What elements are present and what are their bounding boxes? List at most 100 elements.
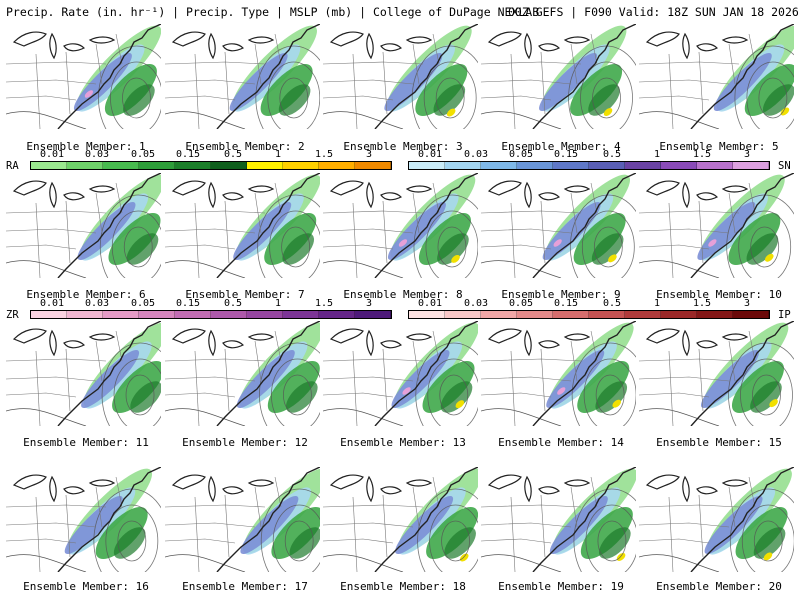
- member-label-9: Ensemble Member: 9: [501, 288, 621, 301]
- member-panel-15: [639, 321, 794, 426]
- member-map-15: [639, 321, 794, 426]
- member-panel-10: [639, 173, 794, 278]
- member-map-13: [323, 321, 478, 426]
- member-label-17: Ensemble Member: 17: [182, 580, 308, 593]
- rain-legend: RA 0.01 0.03 0.05 0.15 0.5 1 1.5 3: [0, 149, 400, 173]
- rain-swatch: [283, 162, 319, 169]
- member-map-2: [165, 24, 320, 129]
- rain-swatch: [211, 162, 247, 169]
- member-label-15: Ensemble Member: 15: [656, 436, 782, 449]
- snow-tick: 3: [743, 149, 751, 160]
- rain-tick: 3: [365, 149, 373, 160]
- ip-swatch: [445, 311, 481, 318]
- ip-legend-label: IP: [778, 309, 791, 321]
- member-label-6: Ensemble Member: 6: [26, 288, 146, 301]
- ip-swatch: [409, 311, 445, 318]
- zr-swatch: [283, 311, 319, 318]
- zr-tick: 0.5: [223, 298, 243, 309]
- zr-tick: 0.05: [130, 298, 156, 309]
- snow-tick: 0.01: [417, 149, 443, 160]
- rain-tick: 0.5: [223, 149, 243, 160]
- freezing-rain-legend: ZR 0.01 0.03 0.05 0.15 0.5 1 1.5 3: [0, 298, 400, 322]
- ip-swatch: [661, 311, 697, 318]
- zr-swatch: [247, 311, 283, 318]
- snow-swatch: [445, 162, 481, 169]
- member-label-11: Ensemble Member: 11: [23, 436, 149, 449]
- member-label-10: Ensemble Member: 10: [656, 288, 782, 301]
- ip-swatch: [625, 311, 661, 318]
- member-panel-4: [481, 24, 636, 129]
- member-label-16: Ensemble Member: 16: [23, 580, 149, 593]
- rain-swatch: [175, 162, 211, 169]
- ip-tick: 0.05: [508, 298, 534, 309]
- member-label-18: Ensemble Member: 18: [340, 580, 466, 593]
- snow-swatch: [517, 162, 553, 169]
- member-panel-5: [639, 24, 794, 129]
- ip-color-bar: [408, 310, 770, 319]
- member-panel-9: [481, 173, 636, 278]
- snow-tick: 0.5: [602, 149, 622, 160]
- zr-swatch: [31, 311, 67, 318]
- snow-tick: 0.03: [463, 149, 489, 160]
- member-panel-11: [6, 321, 161, 426]
- zr-swatch: [211, 311, 247, 318]
- ip-tick: 0.15: [553, 298, 579, 309]
- member-label-20: Ensemble Member: 20: [656, 580, 782, 593]
- ip-tick: 3: [743, 298, 751, 309]
- zr-swatch: [67, 311, 103, 318]
- rain-tick: 0.03: [84, 149, 110, 160]
- ip-swatch: [517, 311, 553, 318]
- zr-swatch: [103, 311, 139, 318]
- member-label-12: Ensemble Member: 12: [182, 436, 308, 449]
- snow-swatch: [625, 162, 661, 169]
- rain-swatch: [103, 162, 139, 169]
- zr-color-bar: [30, 310, 392, 319]
- header-right-title: 00Z GEFS | F090 Valid: 18Z SUN JAN 18 20…: [508, 5, 799, 19]
- ip-swatch: [733, 311, 769, 318]
- zr-tick: 3: [365, 298, 373, 309]
- rain-tick: 0.01: [39, 149, 65, 160]
- zr-tick: 0.03: [84, 298, 110, 309]
- member-panel-2: [165, 24, 320, 129]
- member-map-4: [481, 24, 636, 129]
- snow-tick: 1.5: [692, 149, 712, 160]
- zr-tick: 1: [274, 298, 282, 309]
- rain-swatch: [355, 162, 391, 169]
- ip-tick: 0.01: [417, 298, 443, 309]
- member-map-3: [323, 24, 478, 129]
- zr-swatch: [139, 311, 175, 318]
- snow-swatch: [661, 162, 697, 169]
- rain-swatch: [31, 162, 67, 169]
- header-left-title: Precip. Rate (in. hr⁻¹) | Precip. Type |…: [6, 5, 540, 19]
- ip-swatch: [481, 311, 517, 318]
- member-label-3: Ensemble Member: 3: [343, 140, 463, 153]
- member-map-10: [639, 173, 794, 278]
- member-panel-18: [323, 467, 478, 572]
- snow-legend: 0.01 0.03 0.05 0.15 0.5 1 1.5 3 SN: [400, 149, 800, 173]
- map-header: Precip. Rate (in. hr⁻¹) | Precip. Type |…: [0, 0, 800, 24]
- snow-swatch: [733, 162, 769, 169]
- snow-tick: 0.15: [553, 149, 579, 160]
- member-map-8: [323, 173, 478, 278]
- member-label-19: Ensemble Member: 19: [498, 580, 624, 593]
- rain-tick: 0.15: [175, 149, 201, 160]
- member-label-7: Ensemble Member: 7: [185, 288, 305, 301]
- member-map-9: [481, 173, 636, 278]
- member-map-18: [323, 467, 478, 572]
- member-label-4: Ensemble Member: 4: [501, 140, 621, 153]
- member-label-5: Ensemble Member: 5: [659, 140, 779, 153]
- snow-legend-label: SN: [778, 160, 791, 172]
- ip-tick: 0.03: [463, 298, 489, 309]
- ip-swatch: [697, 311, 733, 318]
- ip-tick: 1: [653, 298, 661, 309]
- member-panel-14: [481, 321, 636, 426]
- zr-legend-label: ZR: [6, 309, 19, 321]
- member-map-17: [165, 467, 320, 572]
- member-panel-16: [6, 467, 161, 572]
- snow-tick: 1: [653, 149, 661, 160]
- ip-tick: 1.5: [692, 298, 712, 309]
- ip-swatch: [589, 311, 625, 318]
- rain-tick: 0.05: [130, 149, 156, 160]
- zr-swatch: [355, 311, 391, 318]
